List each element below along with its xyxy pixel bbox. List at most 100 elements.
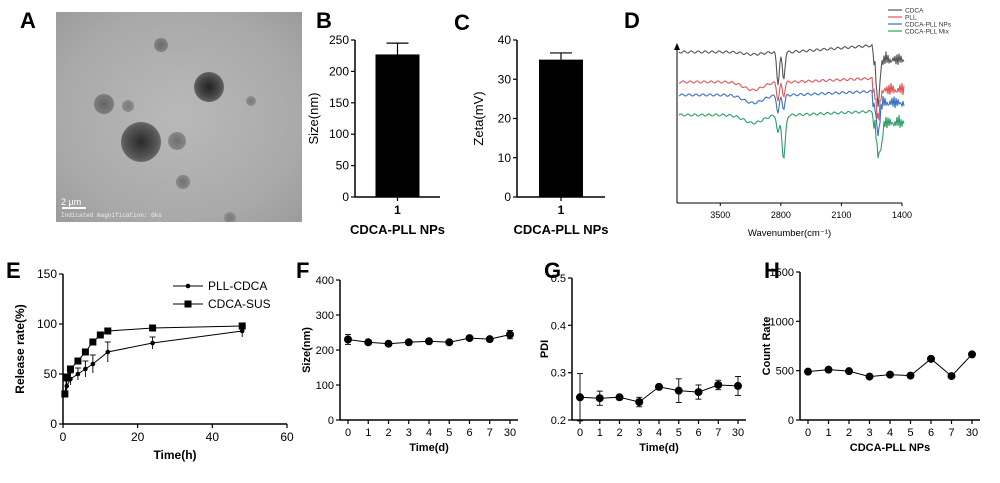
data-point xyxy=(714,380,723,389)
y-tick-label: 0 xyxy=(504,190,511,204)
x-tick-label: 3500 xyxy=(710,210,730,220)
x-tick-label: 6 xyxy=(466,427,472,439)
data-point-dot xyxy=(90,361,96,367)
x-tick-label: 5 xyxy=(907,427,913,439)
y-tick-label: 200 xyxy=(329,64,349,78)
x-tick-label: 2 xyxy=(846,427,852,439)
x-axis-label: Time(h) xyxy=(153,448,196,462)
panel-letter-b: B xyxy=(316,8,332,33)
data-point xyxy=(595,394,604,403)
data-point-square xyxy=(66,365,74,373)
data-point xyxy=(344,335,352,344)
y-tick-label: 200 xyxy=(316,345,334,357)
x-tick-label: 1 xyxy=(394,203,401,217)
x-tick-label: 3 xyxy=(636,427,642,439)
zeta-bar-chart: 0 10 20 30 40 1 CDCA-PLL NPs Zeta(mV) xyxy=(471,33,609,237)
panel-letter-c: C xyxy=(454,10,470,35)
x-tick-label: 4 xyxy=(426,427,432,439)
x-tick-label: 3 xyxy=(406,427,412,439)
legend-label: PLL xyxy=(905,15,917,22)
y-tick-label: 0.2 xyxy=(551,415,566,427)
x-tick-label: 3 xyxy=(866,427,872,439)
x-tick-label: 1 xyxy=(597,427,603,439)
y-axis-label: Size(nm) xyxy=(306,92,321,144)
x-tick-label: 6 xyxy=(928,427,934,439)
panel-letter-d: D xyxy=(624,8,640,33)
y-tick-label: 20 xyxy=(498,112,512,126)
data-point xyxy=(947,372,956,381)
tem-micrograph: 2 μm Indicated magnification: 6ks xyxy=(56,12,302,222)
legend-label: PLL-CDCA xyxy=(208,279,267,293)
data-point xyxy=(886,370,894,379)
x-tick-label: 20 xyxy=(131,430,145,444)
data-point xyxy=(906,371,915,380)
y-axis-label: Count Rate xyxy=(761,317,773,376)
x-tick-label: 1 xyxy=(365,427,371,439)
data-point xyxy=(465,334,474,343)
data-point-square xyxy=(61,390,69,398)
y-tick-label: 0 xyxy=(788,415,794,427)
x-tick-label: 5 xyxy=(676,427,682,439)
nanoparticle xyxy=(154,38,168,52)
x-tick-label: 4 xyxy=(656,427,662,439)
x-tick-label: 4 xyxy=(887,427,893,439)
panel-letter-h: H xyxy=(764,258,780,283)
x-tick-label: 2100 xyxy=(831,210,851,220)
y-tick-label: 250 xyxy=(329,33,349,47)
x-tick-label: 0 xyxy=(345,427,351,439)
panel-letter-e: E xyxy=(6,258,21,283)
x-axis-label: Time(d) xyxy=(639,442,679,454)
data-point xyxy=(674,386,683,395)
x-tick-label: 7 xyxy=(715,427,721,439)
data-point xyxy=(845,367,853,376)
nanoparticle xyxy=(246,96,256,106)
y-tick-label: 0 xyxy=(328,415,334,427)
x-tick-label: 2 xyxy=(616,427,622,439)
x-axis-label: CDCA-PLL NPs xyxy=(850,442,930,454)
data-point-square xyxy=(104,327,112,335)
legend-marker xyxy=(185,283,191,289)
data-point xyxy=(865,372,874,381)
y-axis-label: Zeta(mV) xyxy=(471,91,486,145)
x-tick-label: 30 xyxy=(966,427,978,439)
x-tick-label: 30 xyxy=(504,427,516,439)
x-tick-label: 40 xyxy=(206,430,220,444)
x-tick-label: 0 xyxy=(60,430,67,444)
data-point xyxy=(506,330,514,339)
size-stability-chart: 0 100 200 300 400 0 1 2 3 4 5 6 7 30 Time(d) Size(nm) xyxy=(301,275,518,454)
y-tick-label: 1500 xyxy=(770,267,794,279)
y-tick-label: 400 xyxy=(316,275,334,287)
bar xyxy=(375,54,420,197)
data-point-dot xyxy=(239,328,245,334)
x-tick-label: 30 xyxy=(732,427,744,439)
y-tick-label: 150 xyxy=(37,267,57,281)
y-tick-label: 0 xyxy=(50,417,57,431)
x-tick-label: 6 xyxy=(695,427,701,439)
data-point-dot xyxy=(75,371,81,377)
y-axis-arrow xyxy=(674,43,680,50)
nanoparticle xyxy=(122,100,134,112)
y-axis-label: PDI xyxy=(540,340,551,358)
y-tick-label: 0.5 xyxy=(551,273,566,285)
data-point xyxy=(655,382,663,391)
x-tick-label: 5 xyxy=(446,427,452,439)
x-tick-label: 0 xyxy=(577,427,583,439)
y-tick-label: 0.3 xyxy=(551,368,566,380)
x-tick-label: 1 xyxy=(558,203,565,217)
y-tick-label: 100 xyxy=(329,127,349,141)
y-tick-label: 30 xyxy=(498,72,512,86)
y-tick-label: 50 xyxy=(44,367,58,381)
data-point xyxy=(824,365,833,374)
y-tick-label: 50 xyxy=(336,159,350,173)
x-tick-label: 1400 xyxy=(892,210,912,220)
release-rate-chart: 0 50 100 150 0 20 40 60 Time(h) Release rate(%) PL… xyxy=(13,267,294,462)
x-tick-label: 1 xyxy=(825,427,831,439)
y-tick-label: 0.4 xyxy=(551,320,566,332)
y-tick-label: 100 xyxy=(37,317,57,331)
y-tick-label: 1000 xyxy=(770,316,794,328)
x-axis-label: CDCA-PLL NPs xyxy=(350,222,445,237)
nanoparticle xyxy=(94,94,114,114)
x-axis-label: CDCA-PLL NPs xyxy=(513,222,608,237)
data-point xyxy=(615,393,624,402)
size-bar-chart: 0 50 100 150 200 250 1 CDCA-PLL NPs Size(nm) xyxy=(306,33,445,237)
